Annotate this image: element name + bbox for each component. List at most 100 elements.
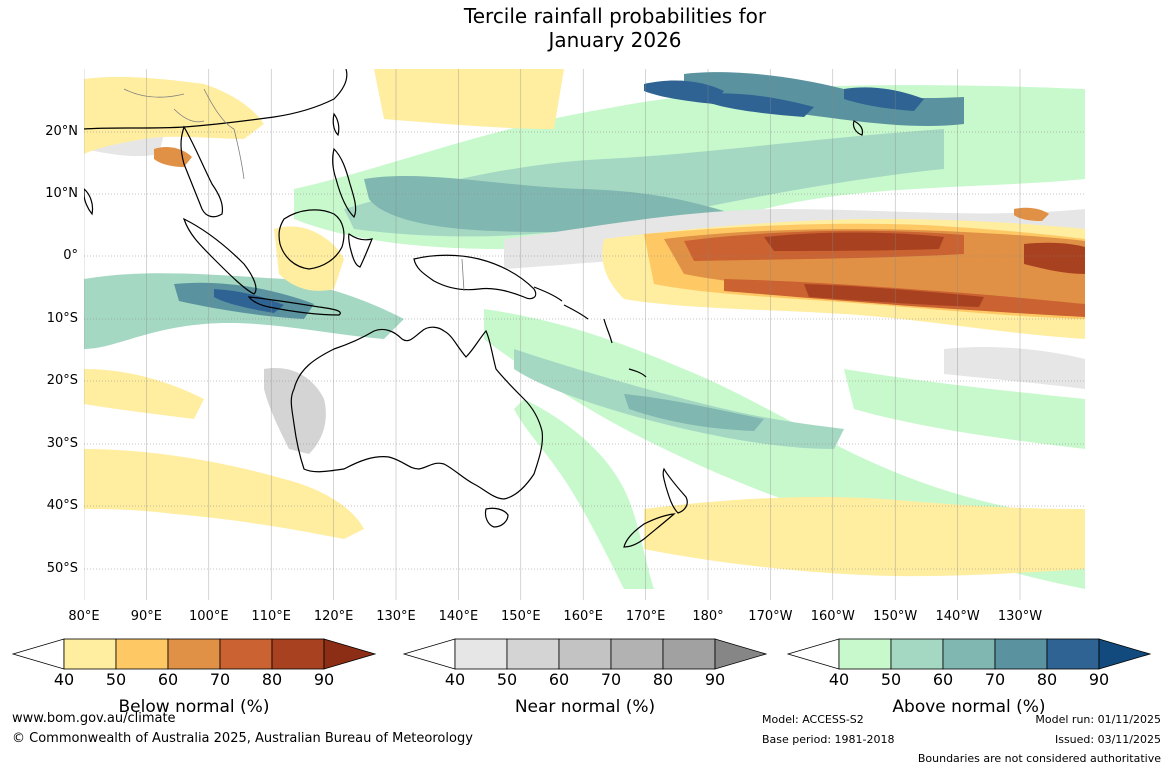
colorbar-tick-label: 90	[313, 670, 335, 689]
colorbar-swatch	[271, 638, 325, 670]
latitude-label: 20°S	[46, 373, 78, 388]
colorbar-swatch	[558, 638, 612, 670]
longitude-label: 130°E	[376, 609, 416, 624]
longitude-label: 170°W	[748, 609, 793, 624]
longitude-label: 90°E	[130, 609, 163, 624]
colorbar-swatch	[219, 638, 273, 670]
chart-title: Tercile rainfall probabilities for Janua…	[330, 4, 900, 52]
longitude-label: 150°W	[873, 609, 918, 624]
below-indochina-hot	[154, 146, 192, 167]
colorbar-tick-label: 70	[209, 670, 231, 689]
asia-borders	[123, 88, 245, 180]
legend-near	[403, 637, 767, 671]
longitude-label: 140°W	[935, 609, 980, 624]
colorbar-tick-label: 40	[444, 670, 466, 689]
colorbar-swatch	[454, 638, 508, 670]
above-north-pacific-core	[684, 72, 964, 127]
colorbar-tick-label: 80	[1036, 670, 1058, 689]
footer-url[interactable]: www.bom.gov.au/climate	[12, 711, 176, 726]
above-sw-pacific-core	[624, 394, 764, 431]
longitude-label: 130°W	[997, 609, 1043, 624]
longitude-label: 80°E	[68, 609, 100, 624]
colorbar-tick-label: 60	[548, 670, 570, 689]
longitude-label: 170°E	[625, 609, 666, 624]
colorbar-tick-label: 80	[261, 670, 283, 689]
below-west-australia	[84, 369, 204, 419]
colorbar-lower-arrow	[403, 638, 456, 670]
below-equatorial-south-dark	[804, 284, 984, 307]
below-equatorial-east	[1024, 242, 1085, 274]
colorbar-tick-label: 80	[652, 670, 674, 689]
colorbar-lower-arrow	[12, 638, 65, 670]
above-sw-pacific-mid	[514, 349, 844, 449]
legend-above	[787, 637, 1151, 671]
colorbar-swatch	[942, 638, 996, 670]
latitude-label: 10°N	[45, 186, 78, 201]
legend-below	[12, 637, 376, 671]
colorbar-lower-arrow	[787, 638, 840, 670]
borneo-coastline	[278, 209, 345, 270]
below-equatorial-north-dark	[764, 232, 944, 251]
below-south-china-sea	[274, 226, 344, 291]
colorbar-swatch	[1046, 638, 1100, 670]
colorbar-swatch	[63, 638, 117, 670]
near-pacific-east	[944, 347, 1085, 389]
longitude-label: 160°W	[810, 609, 855, 624]
longitude-label: 100°E	[189, 609, 229, 624]
above-band-north-core	[364, 175, 724, 232]
colorbar-upper-arrow	[323, 638, 376, 670]
colorbar-tick-label: 50	[496, 670, 518, 689]
legend-title-below: Below normal (%)	[118, 697, 270, 717]
colorbar-below	[12, 638, 376, 670]
latitude-label: 50°S	[46, 561, 78, 576]
longitude-label: 150°E	[501, 609, 541, 624]
below-southeast-spot	[1014, 207, 1049, 221]
colorbar-swatch	[167, 638, 221, 670]
latitude-label: 10°S	[46, 311, 78, 326]
vanuatu-islands	[603, 318, 613, 344]
above-east-coast	[514, 399, 654, 589]
colorbar-tick-label: 70	[600, 670, 622, 689]
colorbar-near	[403, 638, 767, 670]
colorbar-swatch	[506, 638, 560, 670]
above-north-pacific-dark3	[704, 93, 814, 117]
colorbar-above	[787, 638, 1151, 670]
legend-title-near: Near normal (%)	[514, 697, 656, 717]
colorbar-swatch	[115, 638, 169, 670]
colorbar-swatch	[994, 638, 1048, 670]
probability-map[interactable]	[84, 69, 1085, 600]
taiwan-coastline	[332, 112, 340, 137]
india-tip-coastline	[84, 188, 94, 216]
sumatra-coastline	[182, 217, 257, 295]
colorbar-upper-arrow	[714, 638, 767, 670]
country-borders	[123, 88, 465, 292]
probability-shading-layer	[84, 69, 1085, 589]
longitude-label: 110°E	[251, 609, 291, 624]
colorbar-tick-label: 40	[53, 670, 75, 689]
new-zealand-south	[623, 513, 676, 548]
colorbar-swatch	[662, 638, 716, 670]
below-southern-ocean	[644, 497, 1085, 577]
near-australia-west	[264, 368, 326, 454]
title-line-2: January 2026	[548, 28, 682, 52]
colorbar-upper-arrow	[1098, 638, 1151, 670]
longitude-label: 160°E	[563, 609, 603, 624]
footer-model: Model: ACCESS-S2	[762, 713, 864, 726]
latitude-label: 40°S	[46, 498, 78, 513]
longitude-label: 120°E	[313, 609, 354, 624]
new-guinea-coastline	[413, 254, 537, 300]
new-zealand-north	[662, 467, 688, 514]
java-coastline	[247, 296, 341, 316]
footer-issued: Issued: 03/11/2025	[1054, 733, 1161, 746]
asia-mainland-coastline	[84, 69, 348, 218]
colorbar-tick-label: 60	[932, 670, 954, 689]
map-panel[interactable]	[84, 69, 1085, 600]
below-north-pacific-light	[374, 69, 564, 129]
below-indochina	[84, 76, 264, 154]
coastlines	[84, 69, 864, 548]
colorbar-tick-label: 60	[157, 670, 179, 689]
sulawesi-coastline	[347, 233, 373, 268]
footer-copyright: © Commonwealth of Australia 2025, Austra…	[12, 731, 473, 746]
above-north-pacific-dark2	[844, 87, 924, 111]
png-border	[461, 258, 465, 292]
